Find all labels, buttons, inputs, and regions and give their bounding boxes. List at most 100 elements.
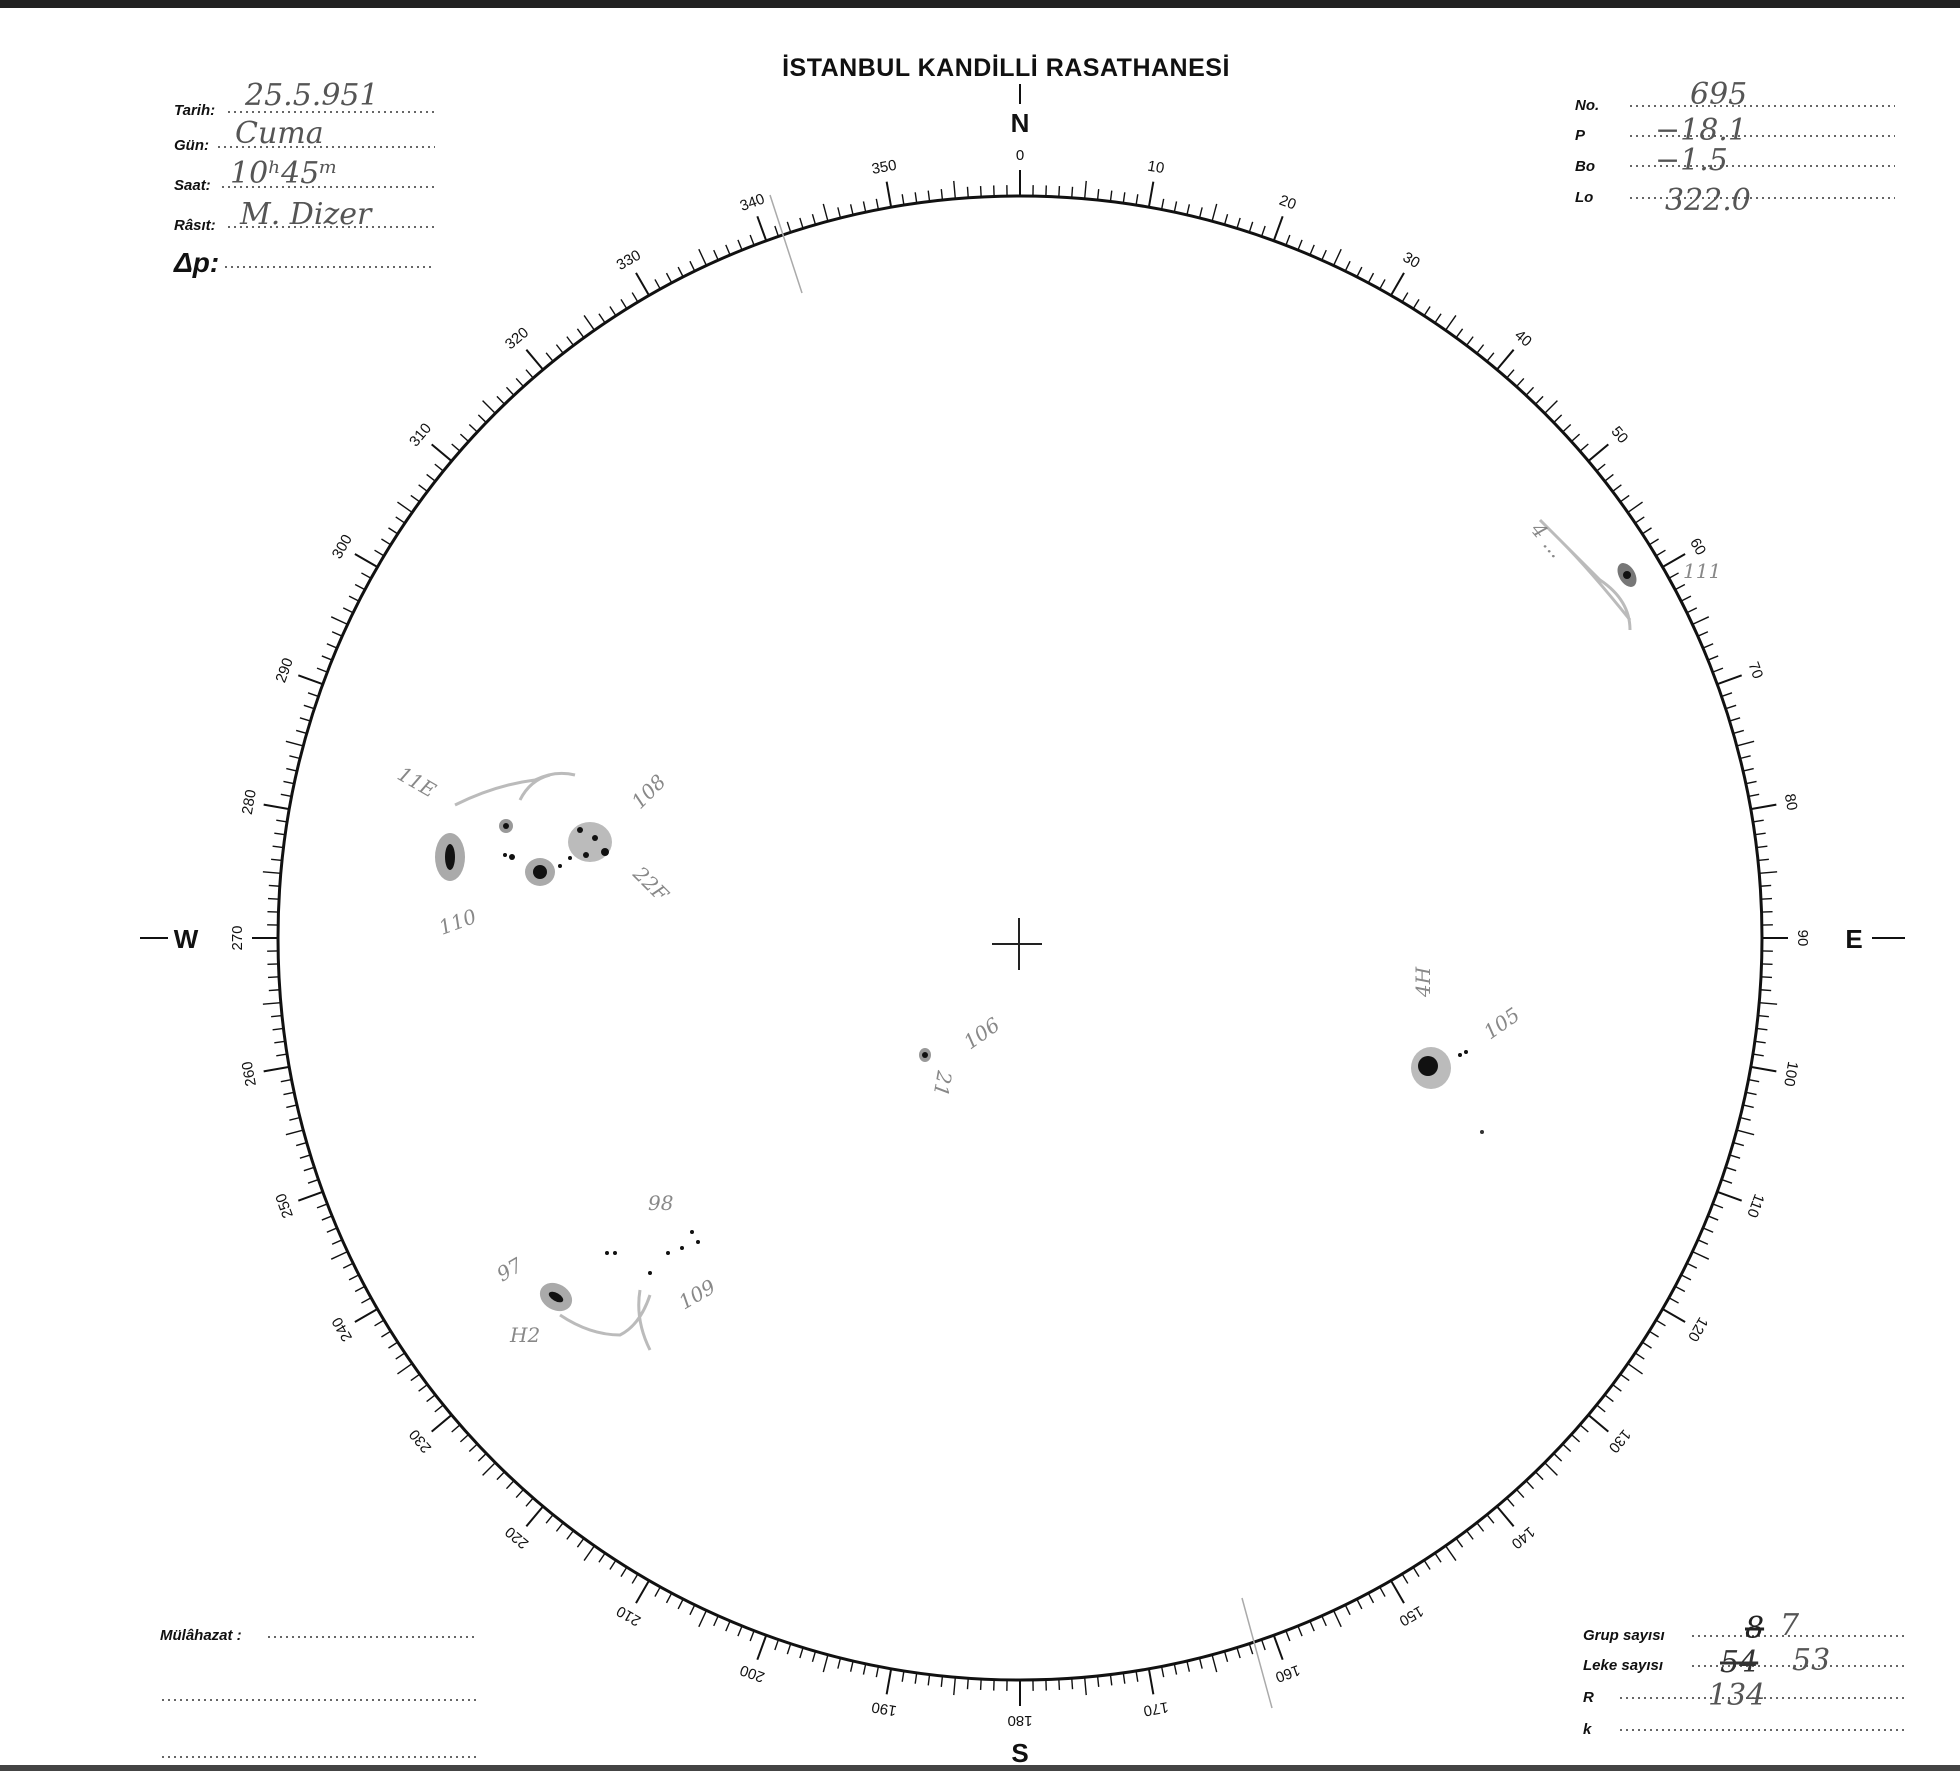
- degree-tick: [1332, 1610, 1342, 1628]
- degree-tick: [927, 190, 931, 202]
- degree-tick: [1680, 595, 1692, 602]
- degree-tick: [609, 1559, 617, 1570]
- pore: [1480, 1130, 1484, 1134]
- degree-tick: [1712, 667, 1724, 673]
- pore: [509, 854, 515, 860]
- degree-tick: [875, 198, 880, 210]
- label-109: 109: [675, 1274, 720, 1314]
- degree-tick: [1754, 832, 1766, 836]
- degree-tick: [1486, 1514, 1495, 1524]
- bo-label: Bo: [1575, 158, 1595, 175]
- degree-tick: [1579, 1424, 1589, 1433]
- degree-tick: [1760, 976, 1773, 979]
- pore: [648, 1271, 652, 1275]
- degree-tick: [395, 516, 406, 524]
- degree-label-60: 60: [1686, 535, 1709, 558]
- degree-tick: [811, 213, 817, 225]
- degree-tick: [1515, 1488, 1525, 1499]
- degree-tick: [482, 400, 496, 414]
- degree-label-110: 110: [1743, 1191, 1767, 1219]
- degree-tick: [1587, 443, 1609, 462]
- degree-tick: [576, 328, 585, 339]
- label-98: 98: [648, 1191, 673, 1215]
- degree-tick: [1390, 272, 1405, 296]
- degree-tick: [1071, 1678, 1074, 1690]
- degree-tick: [1752, 1053, 1764, 1057]
- north-marker: N: [1011, 108, 1030, 138]
- degree-tick: [1455, 1537, 1464, 1548]
- degree-tick: [1534, 395, 1544, 405]
- degree-tick: [811, 1651, 817, 1663]
- degree-tick: [1697, 1239, 1709, 1245]
- degree-label-310: 310: [406, 420, 435, 450]
- label-4h: 4H: [1411, 966, 1435, 998]
- degree-tick: [283, 780, 295, 785]
- degree-tick: [1570, 433, 1581, 443]
- degree-tick: [849, 204, 854, 216]
- degree-tick: [1367, 1592, 1375, 1604]
- degree-tick: [1742, 767, 1754, 772]
- degree-tick: [397, 1363, 413, 1375]
- pore: [503, 853, 507, 857]
- degree-tick: [737, 239, 743, 251]
- degree-tick: [1697, 631, 1709, 637]
- degree-tick: [426, 1394, 436, 1403]
- degree-tick: [388, 1341, 399, 1349]
- degree-tick: [283, 1091, 295, 1096]
- degree-label-180: 180: [1007, 1712, 1032, 1729]
- degree-tick: [321, 655, 333, 661]
- saat-label: Saat:: [174, 177, 211, 194]
- degree-tick: [1562, 423, 1572, 433]
- degree-tick: [267, 897, 280, 900]
- degree-ticks: [252, 170, 1788, 1706]
- pore: [613, 1251, 617, 1255]
- degree-tick: [354, 1285, 366, 1293]
- degree-tick: [677, 1598, 684, 1610]
- no-value: 695: [1690, 77, 1747, 112]
- degree-label-230: 230: [406, 1426, 435, 1456]
- degree-tick: [1627, 501, 1643, 513]
- footer-right-form: Grup sayısı 8 7 Leke sayısı 54 53 R 134 …: [1583, 1608, 1905, 1738]
- degree-tick: [297, 674, 324, 686]
- degree-tick: [263, 1065, 290, 1073]
- degree-tick: [1344, 260, 1351, 272]
- degree-tick: [774, 1639, 780, 1651]
- degree-tick: [299, 717, 311, 722]
- r-label: R: [1583, 1689, 1594, 1706]
- degree-tick: [451, 1424, 461, 1433]
- degree-tick: [620, 1566, 628, 1577]
- degree-label-250: 250: [272, 1191, 297, 1220]
- degree-tick: [555, 1522, 564, 1532]
- degree-tick: [1109, 190, 1113, 202]
- no-label: No.: [1575, 97, 1599, 114]
- degree-tick: [1534, 1471, 1544, 1481]
- degree-tick: [1641, 527, 1652, 535]
- grup-struck-value: 8: [1745, 1611, 1764, 1646]
- degree-tick: [1236, 217, 1241, 229]
- degree-tick: [1707, 1215, 1719, 1221]
- degree-tick: [799, 217, 804, 229]
- degree-tick: [1712, 1203, 1724, 1209]
- degree-tick: [1680, 1274, 1692, 1281]
- degree-tick: [1760, 884, 1772, 887]
- degree-label-240: 240: [329, 1314, 356, 1344]
- degree-tick: [1476, 344, 1485, 354]
- degree-tick: [689, 1604, 696, 1616]
- degree-tick: [303, 704, 315, 710]
- degree-tick: [837, 207, 842, 219]
- degree-tick: [677, 266, 684, 278]
- facula: [559, 1289, 652, 1351]
- sunspot-group-108-110: 108 11E 22F 110: [394, 762, 675, 940]
- degree-tick: [1757, 1014, 1769, 1018]
- degree-tick: [1332, 248, 1342, 266]
- degree-tick: [1160, 1666, 1165, 1678]
- degree-tick: [268, 884, 280, 887]
- degree-tick: [725, 244, 731, 256]
- degree-tick: [395, 1352, 406, 1360]
- label-105: 105: [1479, 1003, 1524, 1045]
- tarih-value: 25.5.951: [244, 78, 379, 113]
- degree-tick: [737, 1625, 743, 1637]
- degree-label-20: 20: [1277, 192, 1298, 214]
- facula: [1538, 518, 1632, 631]
- degree-tick: [1248, 1643, 1254, 1655]
